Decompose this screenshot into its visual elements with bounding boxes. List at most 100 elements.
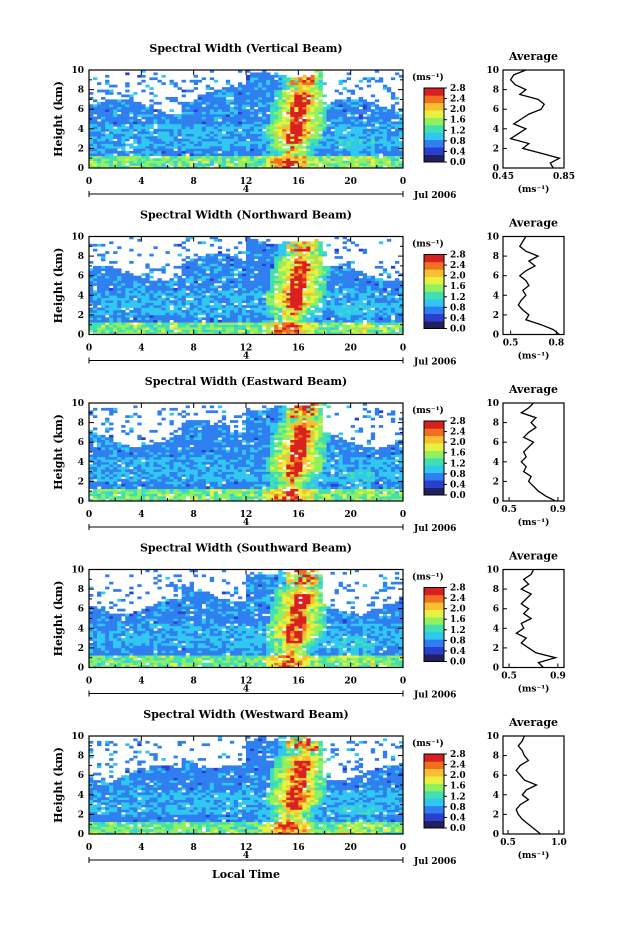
heatmap-cell [246,114,251,117]
heatmap-cell [93,104,98,108]
heatmap-cell [221,258,227,262]
heatmap-cell [338,106,343,110]
heatmap-cell [233,155,239,159]
heatmap-cell [330,295,335,299]
heatmap-cell [270,163,275,166]
heatmap-cell [241,94,247,98]
heatmap-cell [294,329,299,333]
heatmap-cell [185,263,190,267]
heatmap-cell [145,265,150,269]
heatmap-cell [350,104,355,108]
heatmap-cell [201,287,207,291]
heatmap-cell [133,155,138,159]
heatmap-cell [165,327,170,330]
heatmap-cell [97,158,102,161]
heatmap-cell [185,136,190,139]
heatmap-cell [177,297,182,301]
heatmap-cell [197,163,203,166]
heatmap-cell [306,251,311,254]
profile-x-tick-label: 0.8 [549,339,565,349]
heatmap-cell [193,324,198,328]
heatmap-cell [266,268,271,272]
heatmap-cell [101,256,106,259]
heatmap-cell [338,99,343,103]
heatmap-cell [201,155,207,159]
heatmap-cell [117,123,122,127]
heatmap-cell [246,290,251,294]
heatmap-cell [286,92,291,95]
heatmap-cell [233,332,239,335]
heatmap-cell [205,283,211,286]
heatmap-cell [193,270,198,274]
heatmap-cell [294,273,299,276]
heatmap-cell [153,292,158,296]
heatmap-cell [121,106,126,110]
heatmap-cell [217,89,223,93]
heatmap-cell [386,131,392,134]
heatmap-cell [113,119,118,122]
heatmap-cell [314,251,319,254]
heatmap-cell [173,121,178,125]
heatmap-cell [217,111,223,115]
heatmap-cell [362,290,368,294]
heatmap-cell [362,128,368,132]
heatmap-cell [105,99,110,103]
heatmap-cell [181,109,186,112]
heatmap-cell [117,246,122,250]
heatmap-cell [181,280,186,284]
heatmap-cell [225,312,231,316]
heatmap-cell [322,131,327,134]
heatmap-cell [318,84,323,88]
heatmap-cell [89,104,94,108]
heatmap-cell [185,160,190,164]
heatmap-cell [294,297,299,301]
heatmap-cell [225,275,231,279]
heatmap-cell [205,163,211,166]
heatmap-cell [346,153,351,157]
heatmap-cell [246,92,251,95]
heatmap-cell [318,72,323,76]
heatmap-cell [350,92,355,95]
heatmap-cell [370,158,376,161]
heatmap-cell [109,109,114,112]
heatmap-cell [318,82,323,85]
heatmap-cell [105,268,110,272]
heatmap-cell [89,434,94,438]
heatmap-cell [189,106,194,110]
heatmap-cell [241,329,247,333]
heatmap-cell [133,160,138,164]
heatmap-cell [229,128,235,132]
heatmap-cell [306,111,311,115]
heatmap-cell [338,141,343,144]
colorbar-frame [423,254,445,329]
heatmap-cell [213,119,219,122]
heatmap-cell [390,319,396,323]
heatmap-cell [358,121,364,125]
heatmap-cell [358,123,364,127]
heatmap-cell [246,258,251,262]
heatmap-cell [398,116,404,120]
heatmap-cell [181,263,186,267]
heatmap-cell [89,464,94,467]
heatmap-cell [133,126,138,130]
heatmap-cell [250,310,255,313]
heatmap-cell [117,104,122,108]
heatmap-cell [121,319,126,323]
heatmap-cell [213,94,219,98]
heatmap-cell [173,155,178,159]
heatmap-cell [310,158,315,161]
heatmap-cell [217,324,223,328]
heatmap-cell [105,278,110,281]
heatmap-cell [109,138,114,142]
heatmap-cell [153,163,158,166]
heatmap-cell [398,74,404,78]
heatmap-cell [157,121,162,125]
heatmap-cell [278,96,283,100]
heatmap-cell [225,317,231,321]
heatmap-cell [201,133,207,137]
heatmap-cell [290,261,295,264]
heatmap-cell [157,111,162,115]
heatmap-cell [105,145,110,149]
heatmap-cell [378,312,384,316]
heatmap-cell [346,292,351,296]
